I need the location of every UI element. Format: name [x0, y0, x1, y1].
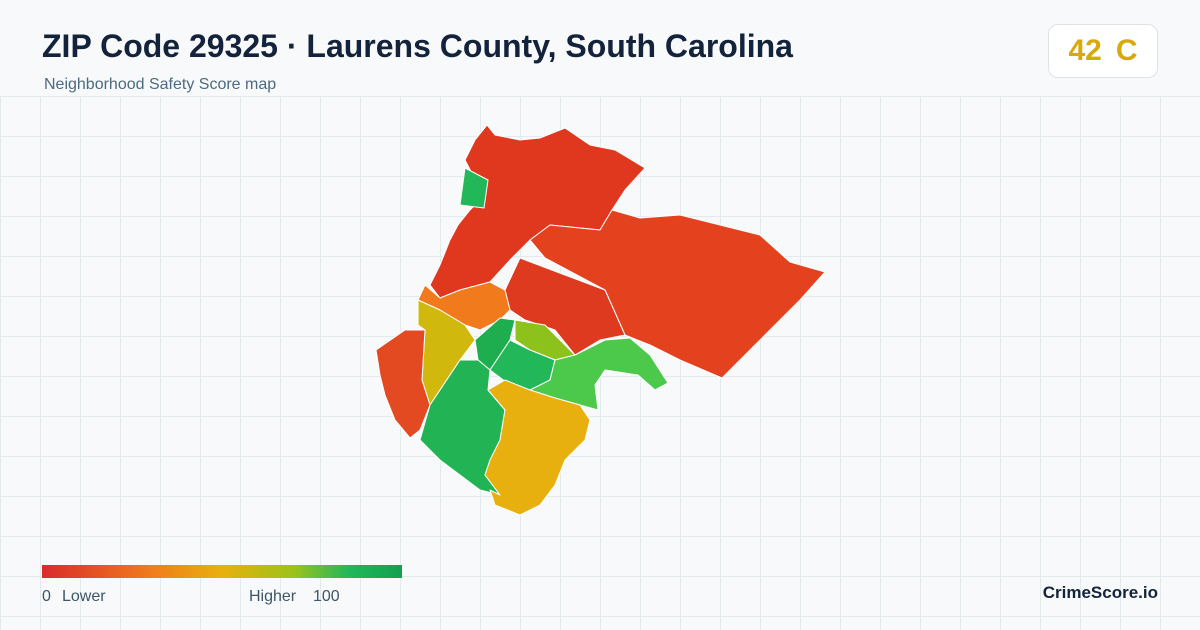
header: ZIP Code 29325 · Laurens County, South C…: [0, 0, 1200, 96]
region: [529, 209, 826, 379]
region: [375, 329, 431, 439]
score-badge: 42 C: [1048, 24, 1158, 78]
title: ZIP Code 29325 · Laurens County, South C…: [42, 28, 793, 64]
legend-min-label: Lower: [62, 588, 106, 605]
brand: CrimeScore.io: [1042, 583, 1158, 602]
region: [459, 167, 489, 209]
region: [529, 337, 669, 411]
score-value: 42: [1068, 34, 1102, 67]
legend-min: 0: [42, 588, 51, 605]
score-grade: C: [1115, 34, 1138, 67]
legend-max-label: Higher: [249, 588, 297, 605]
legend-max: 100: [313, 588, 340, 605]
subtitle: Neighborhood Safety Score map: [44, 76, 277, 93]
region: [484, 379, 591, 516]
legend-gradient: [42, 565, 402, 578]
